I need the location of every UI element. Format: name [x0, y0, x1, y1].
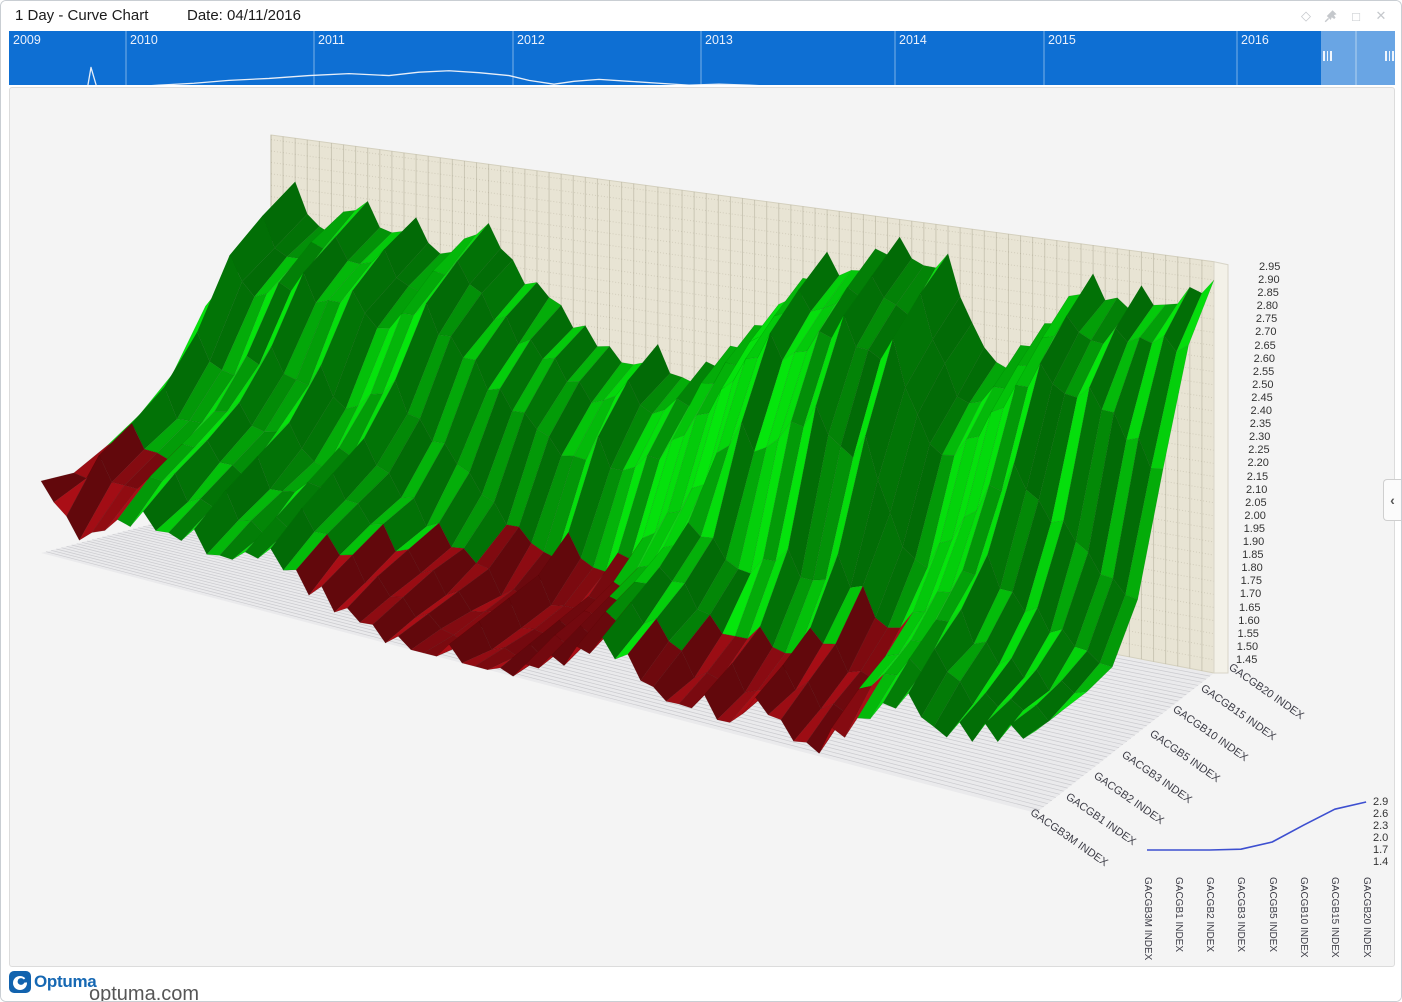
timeline-selection-handle-right[interactable] [1384, 48, 1394, 64]
timeline-minimap[interactable]: 20092010201120122013201420152016 [9, 31, 1395, 85]
optuma-website-text: optuma.com [89, 983, 199, 1002]
pin-icon[interactable] [1323, 8, 1339, 24]
optuma-logo-icon [9, 971, 31, 993]
optuma-logo-text: Optuma [34, 972, 96, 992]
app-window: 1 Day - Curve Chart Date: 04/11/2016 ◇ □… [0, 0, 1402, 1002]
timeline-selection-handle-left[interactable] [1322, 48, 1332, 64]
diamond-icon[interactable]: ◇ [1298, 8, 1314, 24]
chart-date-label: Date: 04/11/2016 [187, 7, 301, 24]
title-bar: 1 Day - Curve Chart Date: 04/11/2016 ◇ □… [1, 1, 1401, 31]
timeline-sparkline [9, 31, 1395, 85]
window-controls: ◇ □ ✕ [1298, 1, 1389, 31]
side-panel-toggle[interactable]: ‹ [1383, 479, 1401, 521]
maximize-icon[interactable]: □ [1348, 8, 1364, 24]
close-icon[interactable]: ✕ [1373, 8, 1389, 24]
chart-panel [9, 87, 1395, 967]
footer: Optuma optuma.com [1, 967, 1401, 1002]
chevron-left-icon: ‹ [1390, 492, 1395, 508]
page-title: 1 Day - Curve Chart [15, 7, 148, 24]
